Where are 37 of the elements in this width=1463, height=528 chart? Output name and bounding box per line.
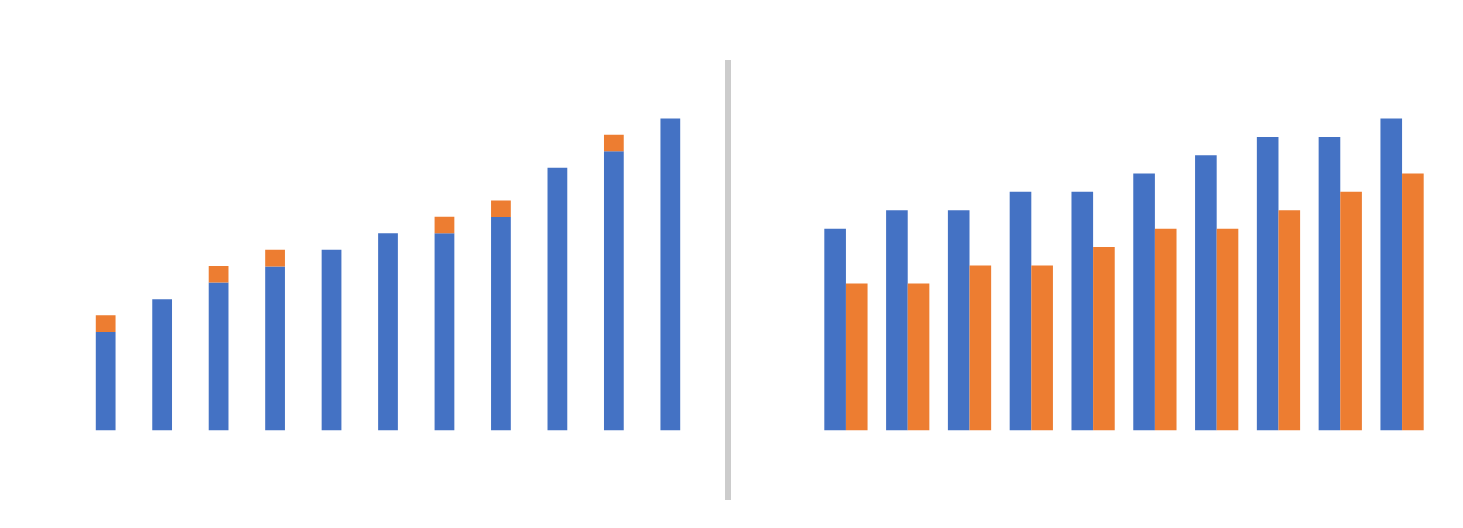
bar [907, 283, 930, 431]
bar [1318, 136, 1341, 431]
bar [845, 283, 868, 431]
bar [95, 315, 116, 332]
bar [660, 118, 681, 431]
bar [1278, 210, 1301, 431]
bar [1216, 228, 1239, 431]
bar [152, 299, 173, 431]
bar [491, 217, 511, 431]
bar [491, 200, 511, 218]
bar [1154, 228, 1177, 431]
bar [208, 266, 229, 283]
bar [603, 151, 624, 431]
bar [1195, 155, 1217, 431]
bar [969, 265, 992, 431]
bar [378, 233, 398, 431]
bar [1380, 118, 1403, 431]
bar [321, 249, 342, 431]
bar [886, 210, 908, 431]
bar [434, 216, 455, 234]
bar [824, 228, 846, 431]
bar [947, 210, 970, 431]
bar [208, 282, 229, 431]
bar [265, 249, 285, 267]
bar [265, 266, 285, 431]
bar [1071, 191, 1094, 431]
bar [1031, 265, 1053, 431]
bar [603, 134, 624, 152]
bar [1256, 136, 1279, 431]
bar [1133, 173, 1155, 431]
bar [1402, 173, 1424, 431]
bar [1093, 247, 1115, 431]
bar [1009, 191, 1032, 431]
bar [547, 167, 568, 431]
bar [95, 331, 116, 431]
bar [434, 233, 455, 431]
bar [1340, 191, 1362, 431]
